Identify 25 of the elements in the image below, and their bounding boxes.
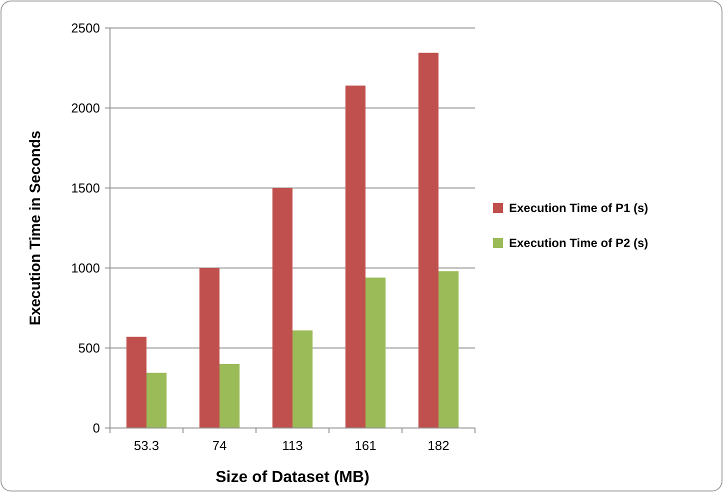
x-tick-label: 161 (354, 438, 376, 453)
bar (146, 372, 167, 428)
y-tick-label: 2500 (71, 20, 100, 36)
y-axis-title: Execution Time in Seconds (27, 130, 44, 326)
legend-label: Execution Time of P2 (s) (509, 236, 648, 250)
bar (438, 271, 459, 428)
bar (126, 336, 146, 428)
bar (418, 52, 438, 428)
y-tick-label: 0 (92, 420, 100, 436)
x-tick-label: 113 (282, 438, 303, 453)
bar (366, 278, 386, 428)
bar (292, 330, 313, 428)
y-tick-label: 500 (78, 340, 100, 356)
legend-label: Execution Time of P1 (s) (509, 201, 648, 216)
x-tick-label: 182 (428, 438, 450, 453)
y-tick-label: 1000 (71, 260, 100, 276)
x-tick-label: 53.3 (134, 438, 160, 453)
bar (199, 268, 220, 428)
x-tick-label: 74 (212, 438, 227, 453)
bar (345, 86, 366, 428)
bar (220, 364, 240, 428)
bar (272, 188, 292, 428)
y-tick-label: 2000 (71, 100, 100, 116)
y-tick-label: 1500 (71, 180, 100, 196)
x-axis-title: Size of Dataset (MB) (216, 469, 370, 486)
